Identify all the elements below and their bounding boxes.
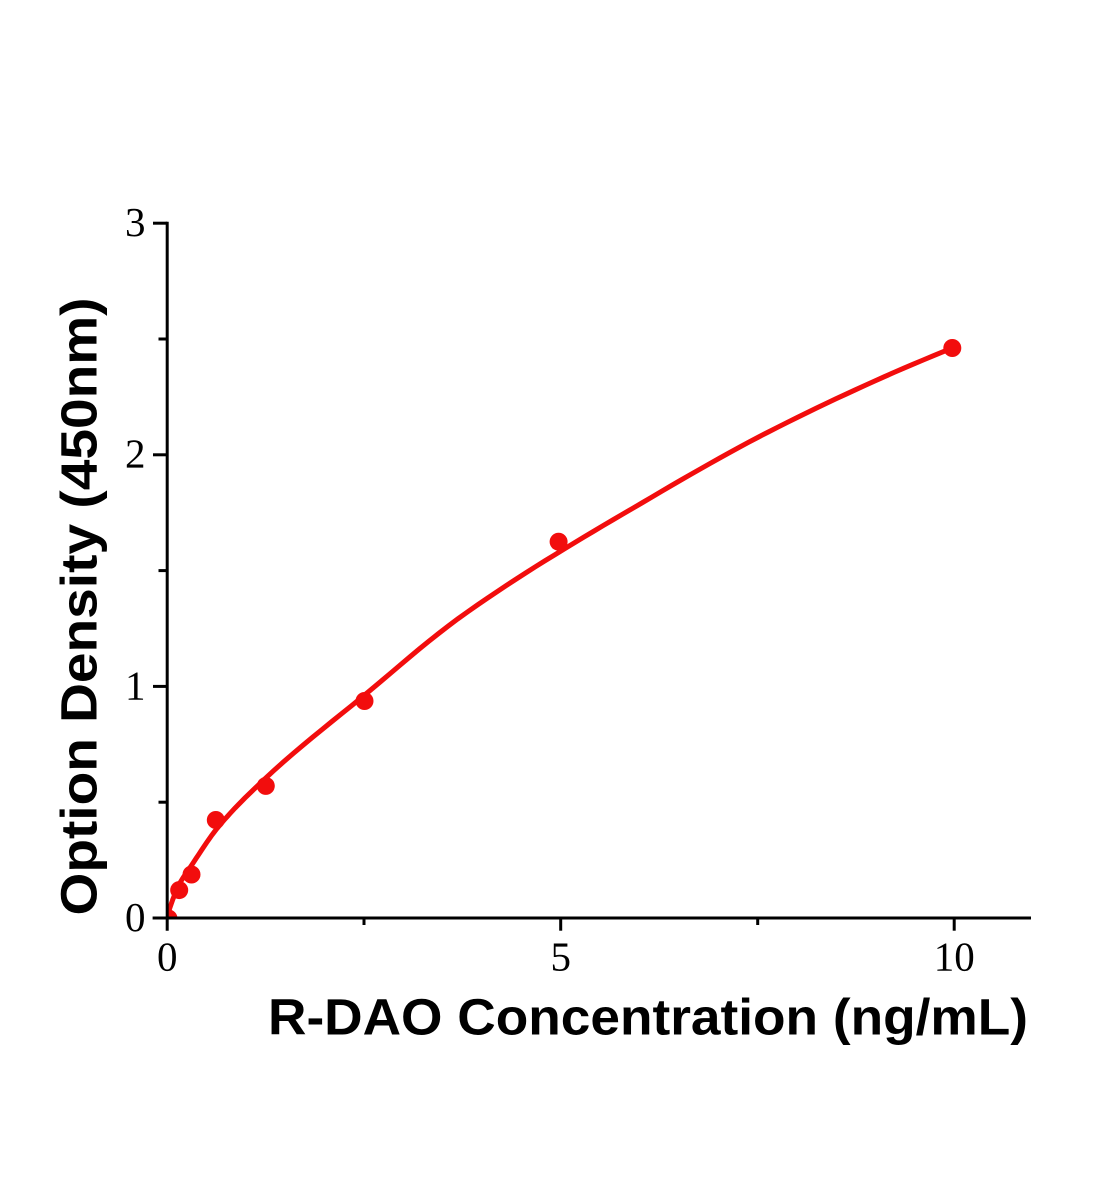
svg-text:10: 10	[934, 934, 975, 980]
svg-text:3: 3	[125, 199, 146, 245]
svg-text:R-DAO Concentration (ng/mL): R-DAO Concentration (ng/mL)	[268, 989, 1028, 1046]
svg-text:0: 0	[157, 934, 178, 980]
svg-text:0: 0	[125, 894, 146, 940]
svg-text:5: 5	[550, 934, 571, 980]
svg-text:1: 1	[125, 662, 146, 708]
svg-text:Option Density (450nm): Option Density (450nm)	[50, 298, 107, 916]
svg-text:2: 2	[125, 431, 146, 477]
